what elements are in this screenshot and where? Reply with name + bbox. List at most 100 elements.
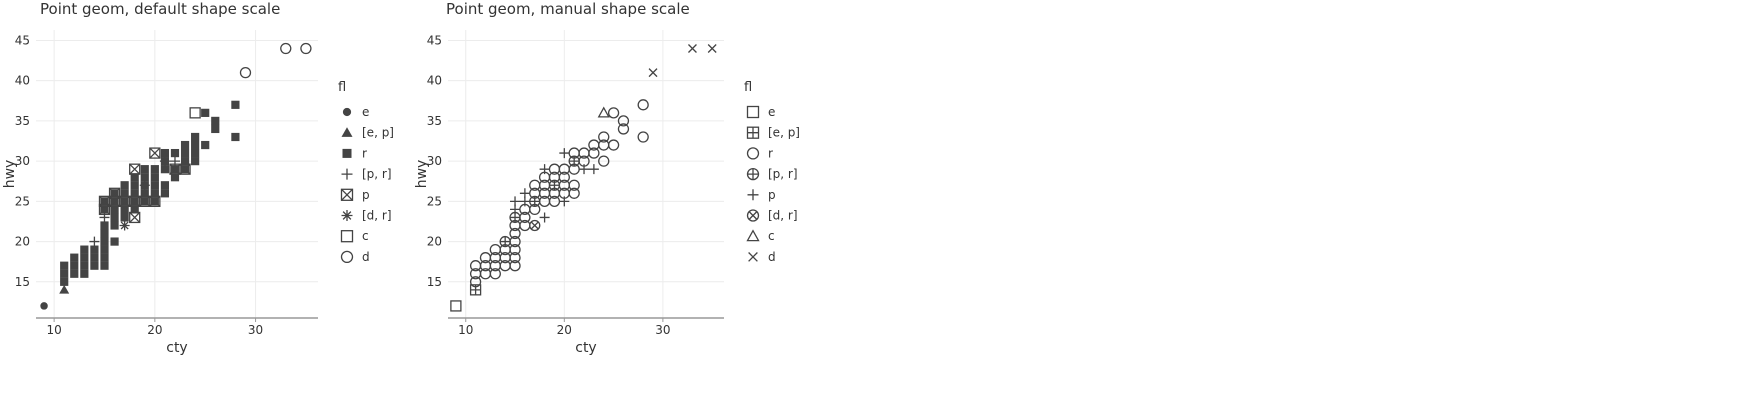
series-0 [450,300,462,312]
series-5 [119,220,130,231]
data-point [90,253,99,262]
x-tick-label: 10 [458,323,473,337]
data-point [100,237,109,246]
legend-title: fl [338,80,346,95]
data-point [110,221,119,230]
data-point [60,277,69,286]
x-tick-label: 30 [248,323,263,337]
data-point [120,189,129,198]
data-point [617,115,630,127]
legend-label: r [362,146,367,160]
data-point [231,132,240,142]
data-point [150,181,159,190]
x-tick-label: 20 [557,323,572,337]
data-point [450,300,462,312]
legend-marker [340,188,354,201]
data-point [568,187,580,199]
data-point [519,188,530,199]
data-point [568,179,580,191]
x-tick-label: 20 [147,323,162,337]
y-axis-title: hwy [414,160,430,189]
y-tick-label: 25 [15,194,30,208]
data-point [231,100,240,109]
data-point [189,107,201,119]
legend-marker [342,107,352,117]
data-point [191,148,200,158]
data-point [100,245,109,254]
data-point [548,179,561,191]
data-point [637,131,649,143]
data-point [150,173,159,182]
data-point [280,42,292,55]
data-point [170,173,180,182]
data-point [60,269,69,278]
data-point [211,124,220,134]
legend-label: d [362,250,370,264]
data-point [160,189,170,198]
series-7 [239,42,312,79]
x-axis-title: cty [575,340,596,356]
legend-label: e [362,105,369,119]
legend-label: [p, r] [768,167,798,181]
legend: fl e [e, p] r [p, r] p [d, r] cd [338,80,394,264]
legend-marker [342,148,352,158]
data-point [120,181,129,190]
legend-marker [746,209,760,222]
data-point [509,227,521,240]
data-point [110,205,119,214]
series-4 [510,148,599,223]
legend-marker [340,250,354,264]
data-point [70,253,79,262]
legend-label: c [768,229,775,243]
data-point [60,261,69,270]
data-point [598,155,610,167]
data-point [180,140,190,150]
x-tick-label: 10 [46,323,61,337]
data-point [180,157,190,166]
data-point [120,213,129,222]
series-6 [597,106,610,118]
y-tick-label: 45 [15,33,30,47]
legend-label: p [362,188,370,202]
data-point [100,253,109,262]
data-point [100,229,109,238]
data-point [191,132,200,142]
y-tick-label: 30 [427,154,442,168]
series-3 [499,155,580,248]
data-point [70,269,79,278]
x-tick-label: 30 [655,323,670,337]
y-tick-label: 35 [15,114,30,128]
data-point [617,123,630,135]
y-axis-title: hwy [2,160,18,189]
data-point [150,189,159,198]
data-point [179,163,191,175]
data-point [100,221,109,230]
legend-marker [341,168,353,180]
data-point [129,211,141,224]
legend-marker [746,229,760,242]
data-point [170,148,180,158]
data-point [80,245,89,254]
data-point [687,44,697,53]
legend-label: d [768,250,776,264]
series-7 [648,44,717,78]
data-point [130,189,139,198]
series-4 [98,147,191,224]
y-tick-label: 45 [427,33,442,47]
data-point [469,276,482,288]
data-point [80,261,89,270]
data-point [568,155,580,167]
data-point [140,173,149,182]
data-point [239,66,252,79]
data-point [509,252,521,264]
data-point [499,235,511,248]
y-tick-label: 35 [427,114,442,128]
data-point [119,220,130,231]
data-point [539,164,550,175]
data-point [559,148,570,159]
y-tick-label: 15 [15,275,30,289]
data-point [607,107,620,119]
data-point [509,260,521,272]
data-point [149,147,161,159]
